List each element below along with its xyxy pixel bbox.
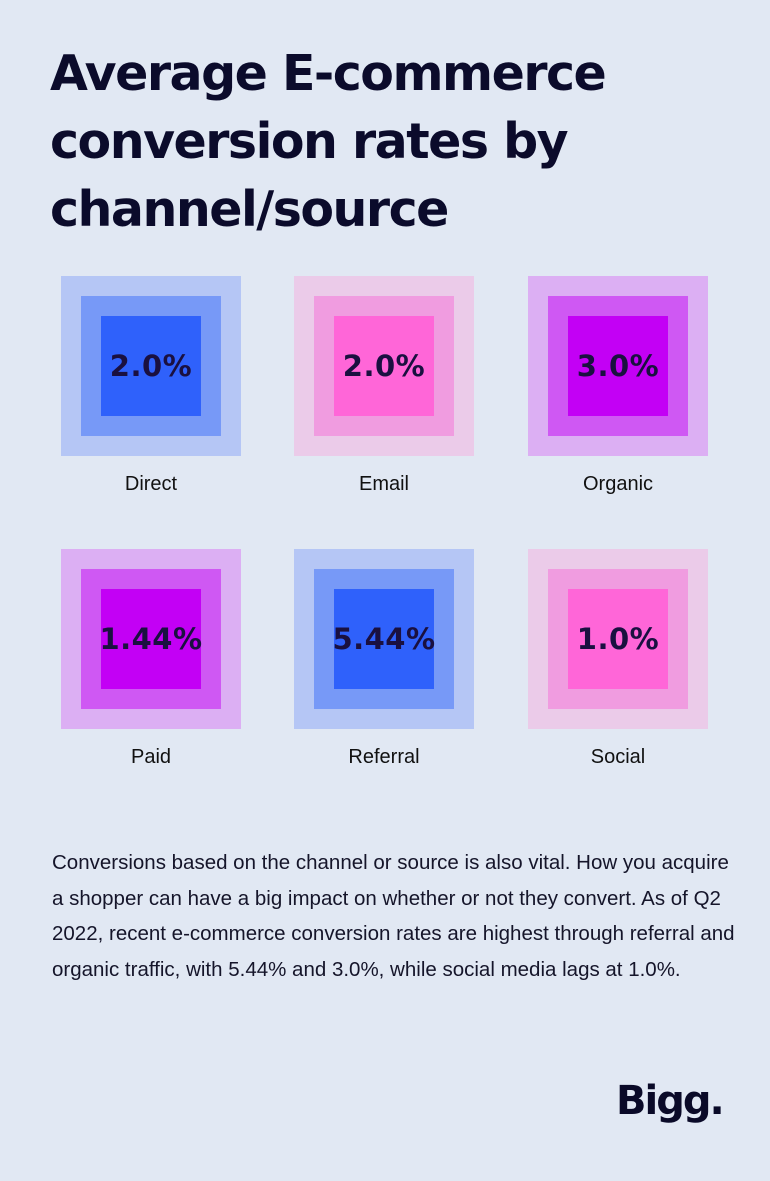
channel-label: Paid (130, 746, 172, 768)
channel-label: Referral (348, 746, 420, 768)
inner-square (568, 316, 668, 416)
rate-square: 2.0% (61, 276, 241, 456)
channel-tile-direct: 2.0% Direct (61, 276, 241, 495)
rate-square: 2.0% (294, 276, 474, 456)
rate-square: 1.44% (61, 549, 241, 729)
rate-square: 1.0% (528, 549, 708, 729)
rate-square: 3.0% (528, 276, 708, 456)
rate-value: 1.44% (99, 622, 203, 656)
chart-title: Average E-commerce conversion rates by c… (50, 45, 607, 238)
description-text: Conversions based on the channel or sour… (52, 851, 735, 981)
inner-square (568, 589, 668, 689)
channel-tile-email: 2.0% Email (294, 276, 474, 495)
channel-tile-organic: 3.0% Organic (528, 276, 708, 495)
channel-tile-referral: 5.44% Referral (294, 549, 474, 768)
channel-tiles: 2.0% Direct 2.0% Email 3.0% Organic 1.44% Paid 5… (61, 276, 708, 768)
channel-tile-social: 1.0% Social (528, 549, 708, 768)
channel-tile-paid: 1.44% Paid (61, 549, 241, 768)
inner-square (334, 316, 434, 416)
channel-label: Direct (124, 473, 178, 495)
rate-value: 3.0% (576, 349, 660, 383)
rate-value: 2.0% (109, 349, 193, 383)
rate-value: 2.0% (342, 349, 426, 383)
channel-label: Email (358, 473, 409, 495)
inner-square (101, 589, 201, 689)
inner-square (334, 589, 434, 689)
bigg-logo: Bigg. (616, 1078, 725, 1124)
inner-square (101, 316, 201, 416)
rate-square: 5.44% (294, 549, 474, 729)
rate-value: 1.0% (576, 622, 660, 656)
channel-label: Social (590, 746, 646, 768)
rate-value: 5.44% (332, 622, 436, 656)
channel-label: Organic (582, 473, 654, 495)
